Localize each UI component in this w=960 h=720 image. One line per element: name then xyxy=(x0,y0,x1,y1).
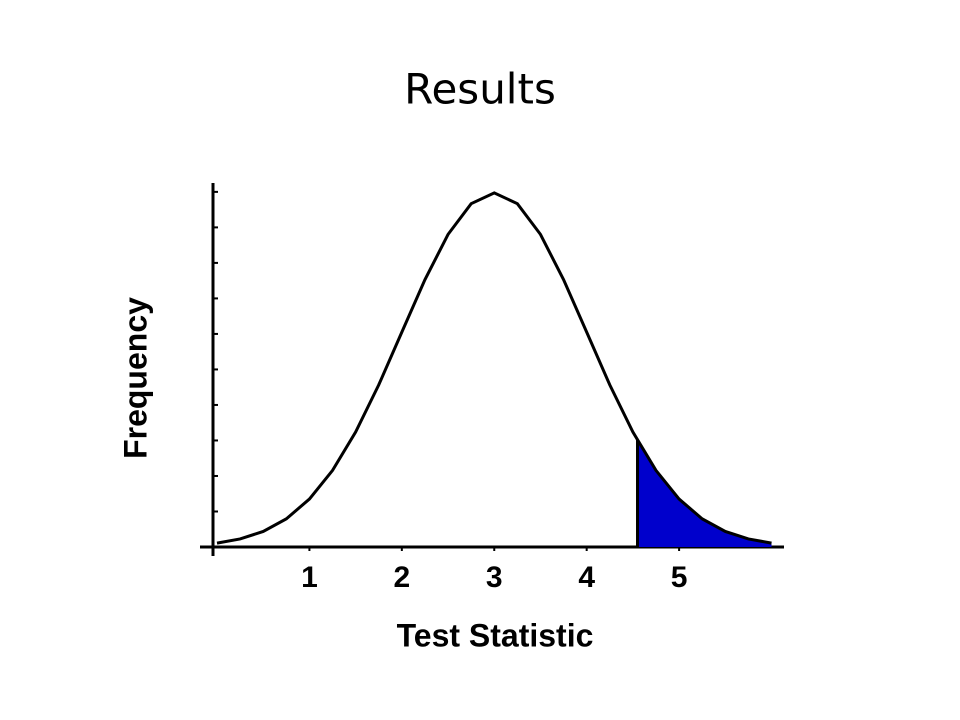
x-tick-label: 1 xyxy=(301,561,318,594)
y-axis-title: Frequency xyxy=(117,297,153,459)
x-tick-label: 3 xyxy=(486,561,503,594)
x-tick-label: 5 xyxy=(671,561,688,594)
x-axis-title: Test Statistic xyxy=(397,617,594,653)
density-curve xyxy=(216,191,772,545)
x-tick-label: 4 xyxy=(578,561,595,594)
shaded-region xyxy=(637,439,772,547)
x-tick-label: 2 xyxy=(393,561,410,594)
chart-title: Results xyxy=(404,65,556,114)
